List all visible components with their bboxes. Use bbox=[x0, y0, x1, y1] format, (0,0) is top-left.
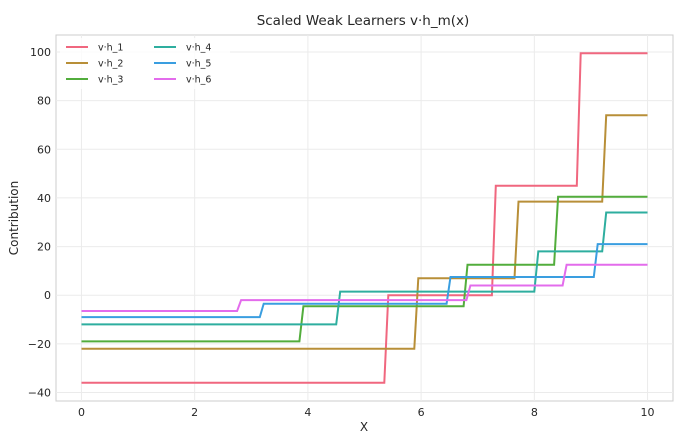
y-tick-label: 80 bbox=[37, 95, 51, 108]
legend-label: v·h_3 bbox=[98, 75, 123, 86]
y-axis-label: Contribution bbox=[7, 181, 21, 256]
y-tick-label: 60 bbox=[37, 143, 51, 156]
x-tick-label: 2 bbox=[191, 406, 198, 419]
plot-area bbox=[55, 34, 674, 402]
y-tick-label: 0 bbox=[44, 289, 51, 302]
legend: v·h_1 v·h_2 v·h_3 v·h_4 v·h_5 v·h_6 bbox=[60, 38, 230, 89]
series-lines bbox=[81, 52, 648, 384]
series-line-6 bbox=[81, 263, 648, 312]
y-tick-label: 20 bbox=[37, 241, 51, 254]
x-tick-label: 8 bbox=[531, 406, 538, 419]
x-tick-label: 10 bbox=[641, 406, 655, 419]
x-tick-label: 6 bbox=[418, 406, 425, 419]
y-tick-label: 100 bbox=[30, 46, 51, 59]
series-line-4 bbox=[81, 211, 648, 326]
series-line-5 bbox=[81, 243, 648, 319]
tick-labels: 0 2 4 6 8 10 −40 −20 0 20 40 60 80 100 bbox=[28, 46, 655, 419]
series-line-1 bbox=[81, 52, 648, 384]
x-tick-label: 4 bbox=[304, 406, 311, 419]
y-tick-label: −40 bbox=[28, 386, 51, 399]
series-line-3 bbox=[81, 195, 648, 343]
y-tick-label: −20 bbox=[28, 338, 51, 351]
x-tick-label: 0 bbox=[78, 406, 85, 419]
legend-label: v·h_1 bbox=[98, 43, 123, 54]
legend-label: v·h_6 bbox=[186, 75, 211, 86]
legend-label: v·h_2 bbox=[98, 59, 123, 70]
y-tick-label: 40 bbox=[37, 192, 51, 205]
legend-box bbox=[60, 38, 230, 89]
series-line-2 bbox=[81, 114, 648, 350]
legend-label: v·h_4 bbox=[186, 43, 211, 54]
chart-title: Scaled Weak Learners v·h_m(x) bbox=[257, 13, 470, 29]
legend-label: v·h_5 bbox=[186, 59, 211, 70]
x-axis-label: X bbox=[360, 420, 368, 434]
